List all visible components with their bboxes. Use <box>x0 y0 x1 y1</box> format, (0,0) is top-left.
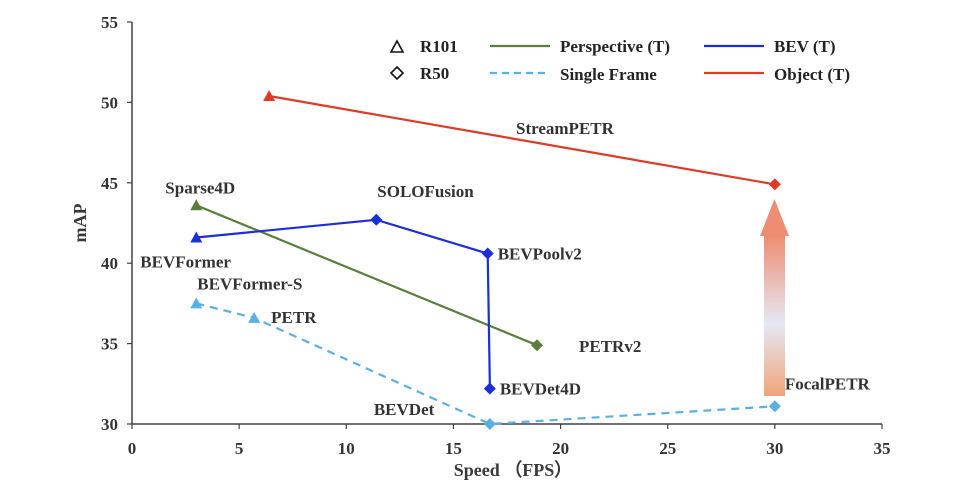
point-object-t-0-marker <box>263 89 276 101</box>
legend-text-single-frame: Single Frame <box>560 65 657 84</box>
y-tick-label: 55 <box>101 13 118 32</box>
series-line-bev-t <box>196 218 491 389</box>
point-focalpetr-label: FocalPETR <box>785 374 871 393</box>
y-tick-label: 50 <box>101 93 118 112</box>
point-bevformer-label: BEVFormer <box>140 252 231 271</box>
legend-marker-r101-text: R101 <box>420 37 458 56</box>
point-petrv2-marker <box>531 339 543 352</box>
point-bevdet-marker <box>483 418 496 430</box>
legend-line-object: Object (T) <box>704 65 850 84</box>
series-line-object-t <box>268 94 776 186</box>
triangle-outline-icon <box>389 39 405 53</box>
legend-marker-r50-text: R50 <box>420 64 449 83</box>
series-lines <box>195 94 776 426</box>
point-object-t-1-marker <box>768 178 781 191</box>
x-tick-label: 10 <box>338 439 355 458</box>
point-petrv2-label: PETRv2 <box>579 337 641 356</box>
diamond-outline-icon <box>389 65 405 81</box>
point-bevpoolv2-marker <box>481 247 494 260</box>
point-focalpetr-marker <box>768 400 781 413</box>
axes: 0 5 10 15 20 25 30 35 30 35 40 45 50 55 <box>101 13 891 458</box>
legend-text-bev: BEV (T) <box>774 37 836 56</box>
point-bevpoolv2-label: BEVPoolv2 <box>498 245 582 264</box>
x-tick-label: 20 <box>552 439 569 458</box>
point-sparse4d-label: Sparse4D <box>165 178 235 197</box>
point-bevdet-label: BEVDet <box>374 400 435 419</box>
point-bevformer-s-label: BEVFormer-S <box>197 274 302 293</box>
legend-marker-r101: R101 <box>389 37 458 56</box>
x-tick-label: 5 <box>235 439 244 458</box>
legend-marker-r50: R50 <box>389 64 449 83</box>
point-solofusion-marker <box>370 213 383 226</box>
improvement-arrow-head <box>760 199 789 236</box>
y-tick-label: 30 <box>101 415 118 434</box>
x-tick-label: 25 <box>659 439 676 458</box>
point-bevdet4d-marker <box>483 382 496 395</box>
series-line-single-frame <box>196 302 775 426</box>
legend-line-bev: BEV (T) <box>704 37 836 56</box>
streampetr-label: StreamPETR <box>516 119 615 138</box>
x-axis-title: Speed （FPS） <box>454 460 573 480</box>
point-labels: Sparse4D PETRv2 BEVFormer SOLOFusion BEVPool… <box>140 178 870 419</box>
y-tick-label: 40 <box>101 254 118 273</box>
x-tick-label: 15 <box>445 439 462 458</box>
legend-text-perspective: Perspective (T) <box>560 37 670 56</box>
legend: R101 R50 Perspective (T) Single Frame BE… <box>389 37 850 84</box>
x-tick-label: 0 <box>128 439 137 458</box>
legend-line-single-frame: Single Frame <box>490 65 657 84</box>
improvement-arrow-shaft <box>764 236 785 396</box>
y-tick-label: 35 <box>101 335 118 354</box>
point-petr-marker <box>248 311 261 323</box>
x-tick-label: 30 <box>766 439 783 458</box>
legend-text-object: Object (T) <box>774 65 850 84</box>
point-bevformer-marker <box>190 231 203 243</box>
point-sparse4d-marker <box>190 199 203 211</box>
y-axis-title: mAP <box>70 204 90 243</box>
x-tick-label: 35 <box>874 439 891 458</box>
series-markers <box>190 89 781 430</box>
point-solofusion-label: SOLOFusion <box>377 182 474 201</box>
series-line-perspective-t <box>195 204 538 347</box>
point-bevformer-s-marker <box>190 297 203 309</box>
y-tick-label: 45 <box>101 174 118 193</box>
point-petr-label: PETR <box>271 308 317 327</box>
point-bevdet4d-label: BEVDet4D <box>500 380 581 399</box>
legend-line-perspective: Perspective (T) <box>490 37 670 56</box>
